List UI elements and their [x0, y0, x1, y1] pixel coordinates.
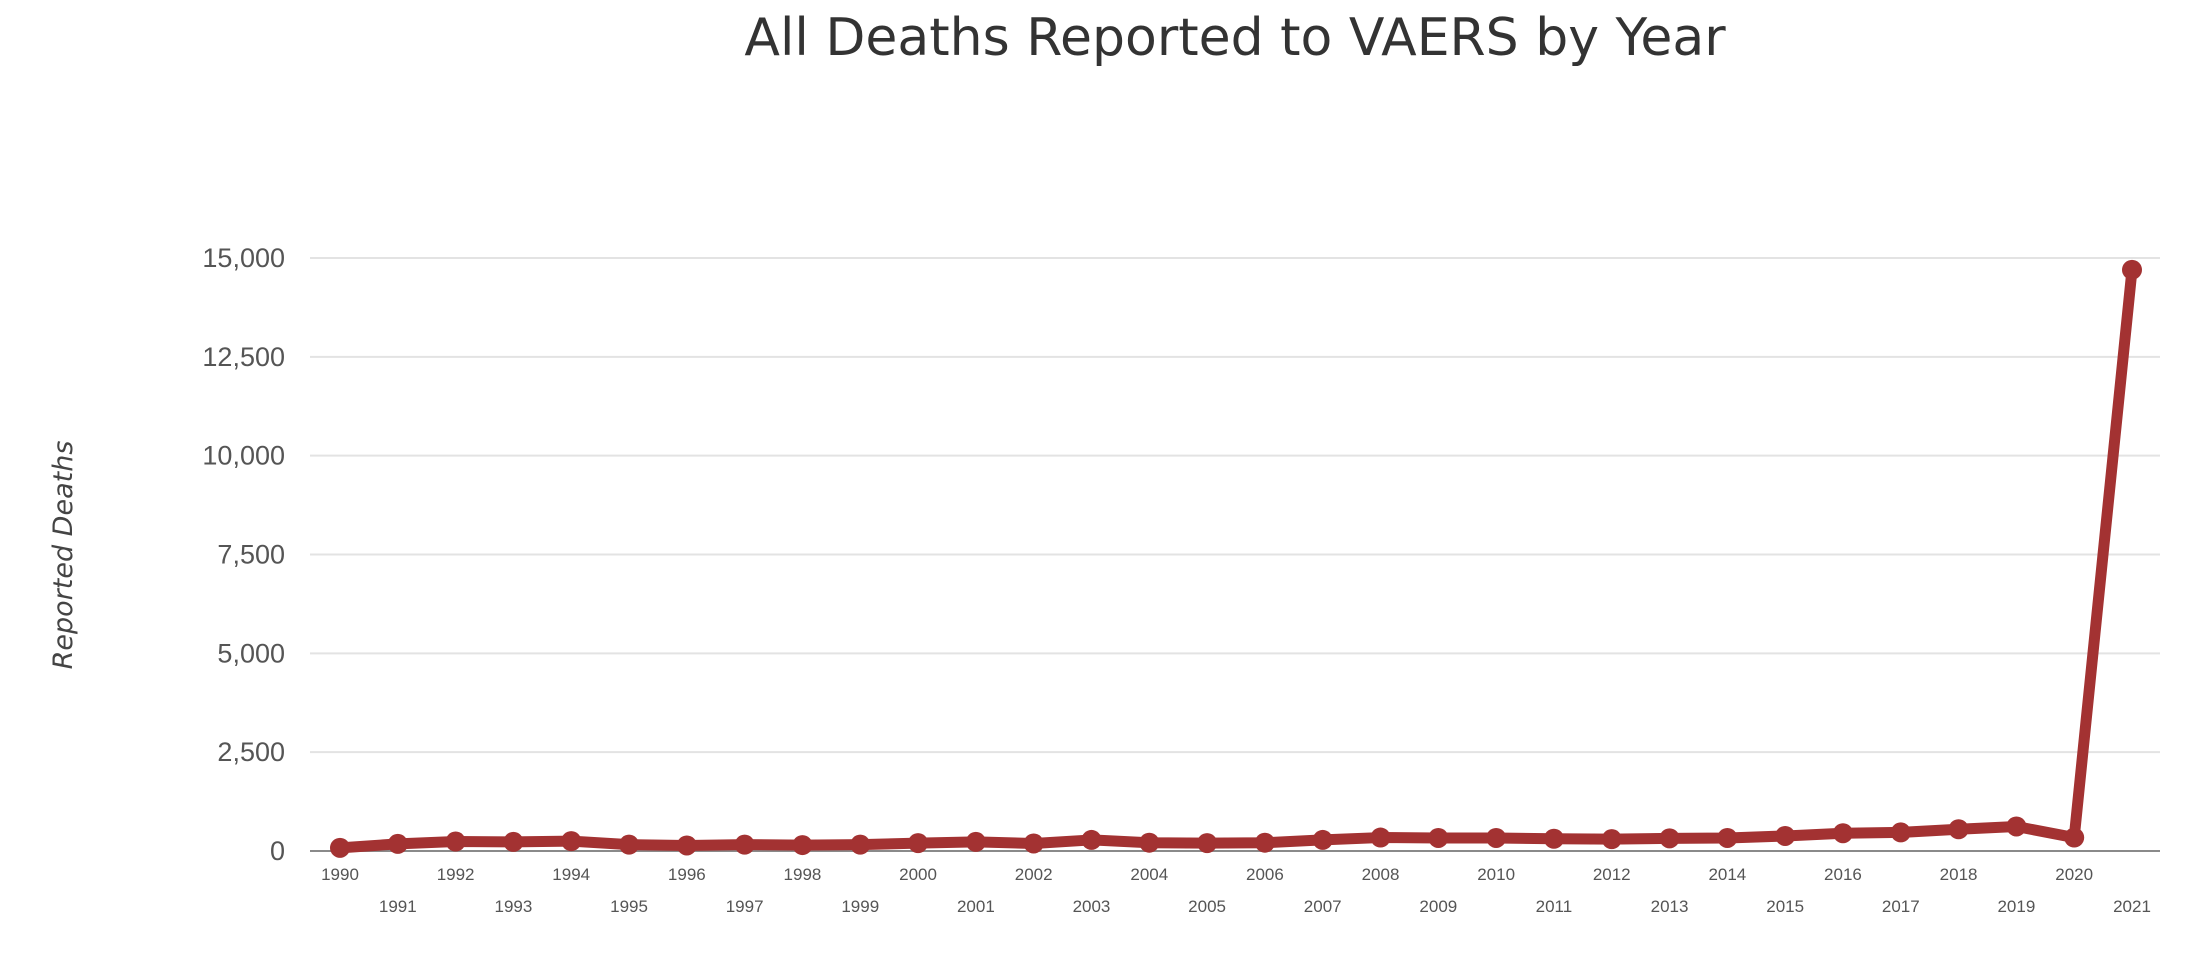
y-tick-label: 7,500: [217, 540, 285, 570]
x-tick-label: 1993: [495, 897, 533, 916]
data-point: [503, 831, 524, 852]
x-tick-label: 2004: [1130, 865, 1168, 884]
data-point: [676, 835, 697, 856]
y-axis-label: Reported Deaths: [48, 441, 79, 670]
x-tick-label: 2017: [1882, 897, 1920, 916]
y-tick-label: 15,000: [202, 243, 285, 273]
data-point: [330, 837, 350, 858]
x-tick-label: 2003: [1073, 897, 1111, 916]
chart-title: All Deaths Reported to VAERS by Year: [744, 8, 1726, 68]
data-point: [1832, 823, 1853, 844]
data-point: [1486, 827, 1507, 848]
x-tick-label: 1992: [437, 865, 475, 884]
data-point: [1023, 833, 1044, 854]
data-point: [619, 834, 640, 855]
data-point: [1081, 829, 1102, 850]
y-tick-label: 12,500: [202, 342, 285, 372]
y-axis-ticks: 0 2,500 5,000 7,500 10,000 12,500 15,000: [202, 243, 285, 866]
x-tick-label: 2018: [1940, 865, 1978, 884]
data-point: [445, 831, 466, 852]
x-tick-label: 2002: [1015, 865, 1053, 884]
data-point: [1428, 827, 1449, 848]
data-point: [734, 834, 755, 855]
x-tick-label: 2010: [1477, 865, 1515, 884]
data-point: [1601, 829, 1622, 850]
x-tick-label: 2013: [1651, 897, 1689, 916]
x-tick-label: 2006: [1246, 865, 1284, 884]
x-tick-label: 2021: [2113, 897, 2151, 916]
x-tick-label: 2005: [1188, 897, 1226, 916]
data-point: [1139, 832, 1160, 853]
data-point: [1543, 828, 1564, 849]
y-tick-label: 5,000: [217, 638, 285, 668]
x-axis-ticks: 1990 1991 1992 1993 1994 1995 1996 1997 1998 1999…: [321, 865, 2151, 916]
x-tick-label: 2001: [957, 897, 995, 916]
x-tick-label: 1994: [552, 865, 590, 884]
data-point: [1197, 833, 1218, 854]
data-point: [2122, 259, 2142, 280]
data-point: [908, 833, 929, 854]
data-point: [2064, 827, 2085, 848]
gridlines: [310, 257, 2160, 852]
data-point: [1659, 828, 1680, 849]
data-point: [387, 833, 408, 854]
data-point: [1948, 819, 1969, 840]
data-point: [1254, 832, 1275, 853]
data-point: [792, 835, 813, 856]
x-tick-label: 2019: [1997, 897, 2035, 916]
x-tick-label: 2009: [1419, 897, 1457, 916]
x-tick-label: 2020: [2055, 865, 2093, 884]
data-point: [1717, 827, 1738, 848]
x-tick-label: 1991: [379, 897, 417, 916]
x-tick-label: 2000: [899, 865, 937, 884]
x-tick-label: 2014: [1708, 865, 1746, 884]
x-tick-label: 1998: [784, 865, 822, 884]
data-point: [2006, 816, 2027, 837]
data-point: [1370, 827, 1391, 848]
y-tick-label: 0: [270, 836, 285, 866]
series-group: [330, 259, 2142, 858]
data-point: [850, 834, 871, 855]
data-point: [561, 831, 582, 852]
x-tick-label: 2016: [1824, 865, 1862, 884]
data-point: [1312, 829, 1333, 850]
x-tick-label: 2007: [1304, 897, 1342, 916]
x-tick-label: 1997: [726, 897, 764, 916]
data-point: [965, 831, 986, 852]
x-tick-label: 2008: [1362, 865, 1400, 884]
x-tick-label: 1995: [610, 897, 648, 916]
data-point: [1775, 825, 1796, 846]
y-tick-label: 2,500: [217, 737, 285, 767]
x-tick-label: 1999: [841, 897, 879, 916]
y-tick-label: 10,000: [202, 441, 285, 471]
x-tick-label: 2012: [1593, 865, 1631, 884]
data-point: [1890, 822, 1911, 843]
x-tick-label: 2015: [1766, 897, 1804, 916]
x-tick-label: 1996: [668, 865, 706, 884]
x-tick-label: 1990: [321, 865, 359, 884]
x-tick-label: 2011: [1536, 897, 1573, 916]
